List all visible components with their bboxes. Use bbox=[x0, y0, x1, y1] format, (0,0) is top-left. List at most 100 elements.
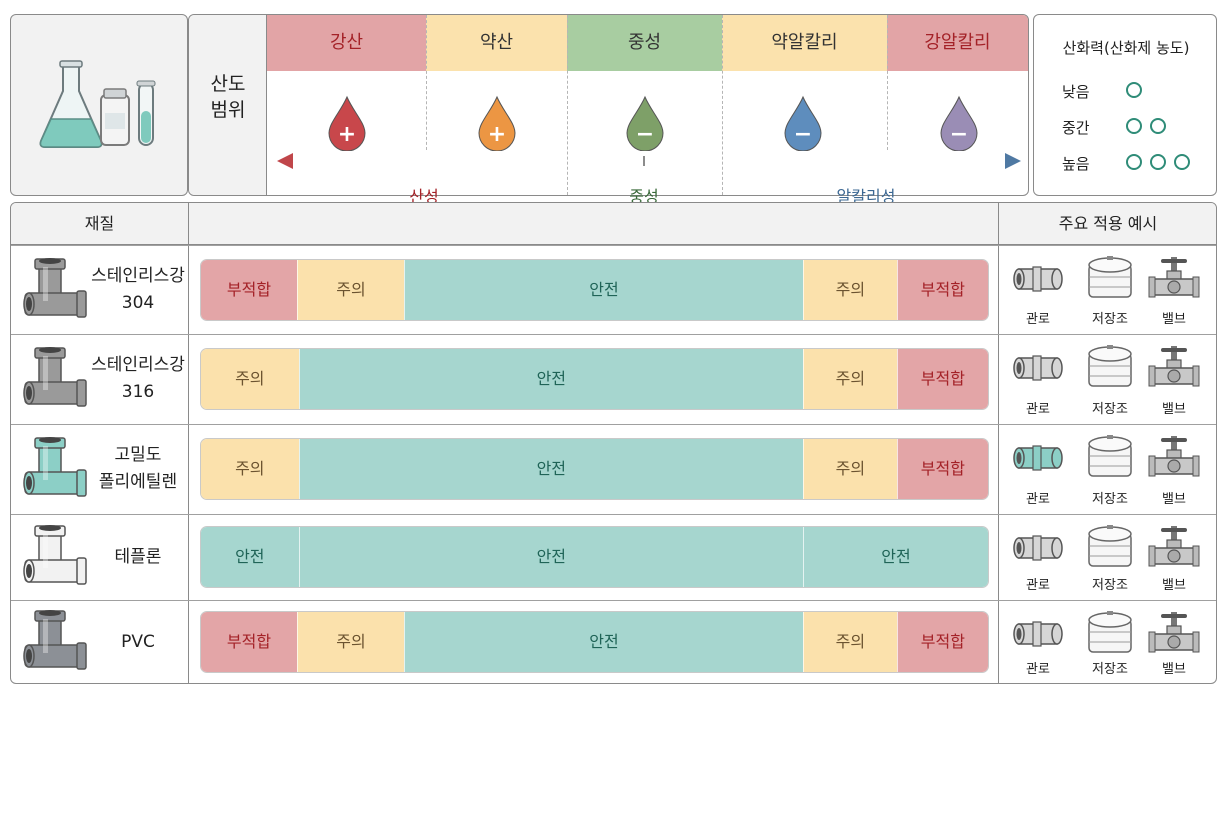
ox-level-circle bbox=[1150, 118, 1166, 134]
oxidizing-power-title: 산화력(산화제 농도) bbox=[1062, 39, 1190, 57]
scale-label-acid: 산성 bbox=[409, 187, 439, 206]
drop-sign: + bbox=[338, 122, 356, 147]
valve-icon bbox=[1148, 346, 1200, 387]
level-label: 강산 bbox=[329, 32, 364, 53]
storage-tank-icon bbox=[1088, 435, 1132, 477]
compatibility-segment-bad: 부적합 bbox=[896, 349, 988, 409]
application-label: 저장조 bbox=[1092, 402, 1128, 417]
application-icon-wrap bbox=[1011, 524, 1065, 574]
application-icon-wrap bbox=[1147, 434, 1201, 484]
col-header-ph-range bbox=[188, 203, 998, 245]
material-pipe-icon bbox=[21, 255, 91, 329]
scale-label-neutral: 중성 bbox=[629, 187, 659, 206]
valve-icon bbox=[1148, 257, 1200, 298]
ox-level-circle bbox=[1126, 118, 1142, 134]
storage-tank-icon bbox=[1088, 256, 1132, 298]
compatibility-segment-bad: 부적합 bbox=[896, 259, 988, 320]
storage-tank-icon bbox=[1088, 345, 1132, 387]
row-divider bbox=[11, 424, 1216, 425]
application-icon-wrap bbox=[1011, 344, 1065, 394]
material-pipe-icon bbox=[21, 434, 91, 508]
pipe-icon bbox=[1013, 445, 1063, 471]
application-label: 관로 bbox=[1026, 312, 1050, 327]
lab-glassware-panel bbox=[10, 14, 188, 196]
application-icon-wrap bbox=[1083, 434, 1137, 484]
material-name: 고밀도 폴리에틸렌 bbox=[98, 445, 178, 492]
pipe-icon bbox=[1013, 621, 1063, 647]
ph-compatibility-bar: 안전 안전 안전 bbox=[200, 526, 989, 588]
row-divider bbox=[11, 245, 1216, 246]
level-label: 약알칼리 bbox=[771, 32, 838, 53]
compatibility-segment-warn: 주의 bbox=[297, 259, 405, 320]
application-label: 관로 bbox=[1026, 578, 1050, 593]
application-icon-wrap bbox=[1083, 344, 1137, 394]
column-divider bbox=[998, 203, 999, 683]
acidity-range-label: 산도 범위 bbox=[210, 73, 246, 121]
application-icon-wrap bbox=[1083, 255, 1137, 305]
application-label: 밸브 bbox=[1162, 578, 1186, 593]
material-pipe-icon bbox=[21, 522, 91, 596]
level-header-strong-alkali: 강알칼리 bbox=[887, 15, 1028, 71]
compatibility-segment-warn: 주의 bbox=[803, 349, 897, 409]
application-icon-wrap bbox=[1011, 610, 1065, 660]
compatibility-segment-safe: 안전 bbox=[298, 439, 804, 499]
drop-sign: + bbox=[488, 122, 506, 147]
pipe-icon bbox=[1013, 355, 1063, 381]
compatibility-segment-safe: 안전 bbox=[404, 612, 804, 672]
ph-compatibility-bar: 주의 안전 주의 부적합 bbox=[200, 438, 989, 500]
application-label: 저장조 bbox=[1092, 578, 1128, 593]
row-divider bbox=[11, 334, 1216, 335]
oxidizing-power-legend: 산화력(산화제 농도) 낮음 중간 높음 bbox=[1033, 14, 1217, 196]
ph-compatibility-bar: 주의 안전 주의 부적합 bbox=[200, 348, 989, 410]
acid-drop-icon: + bbox=[328, 95, 366, 151]
application-label: 관로 bbox=[1026, 492, 1050, 507]
pipe-tee-icon bbox=[23, 525, 87, 585]
acidity-range-panel: 산도 범위 강산 약산 중성 약알칼리 강알칼리 + + − − − bbox=[188, 14, 1029, 206]
compatibility-segment-warn: 주의 bbox=[803, 259, 897, 320]
compatibility-segment-warn: 주의 bbox=[201, 349, 299, 409]
compatibility-segment-warn: 주의 bbox=[297, 612, 405, 672]
material-name: 테플론 bbox=[114, 546, 162, 567]
compatibility-segment-bad: 부적합 bbox=[201, 612, 297, 672]
acidity-range-label-cell: 산도 범위 bbox=[189, 15, 267, 195]
ph-compatibility-bar: 부적합 주의 안전 주의 부적합 bbox=[200, 258, 989, 321]
ph-compatibility-bar: 부적합 주의 안전 주의 부적합 bbox=[200, 611, 989, 673]
level-divider bbox=[567, 15, 568, 195]
lab-glassware-icon bbox=[39, 60, 156, 148]
application-icon-wrap bbox=[1147, 344, 1201, 394]
pipe-icon bbox=[1013, 535, 1063, 561]
drop-sign: − bbox=[950, 122, 968, 147]
drop-sign: − bbox=[794, 122, 812, 147]
compatibility-segment-bad: 부적합 bbox=[896, 612, 988, 672]
material-name: PVC bbox=[121, 631, 155, 652]
compatibility-segment-safe: 안전 bbox=[201, 527, 299, 587]
compatibility-segment-warn: 주의 bbox=[803, 612, 897, 672]
application-label: 밸브 bbox=[1162, 312, 1186, 327]
compatibility-segment-safe: 안전 bbox=[298, 527, 804, 587]
drop-sign: − bbox=[636, 122, 654, 147]
ph-scale-arrow bbox=[277, 153, 1021, 169]
application-icon-wrap bbox=[1147, 524, 1201, 574]
strong-alkali-drop-icon: − bbox=[940, 95, 978, 151]
material-compatibility-table: 재질 주요 적용 예시 스테인리스강 304 부적합 주의 안전 주의 부적합 관로 저장조 밸… bbox=[10, 202, 1217, 684]
ox-level-circle bbox=[1150, 154, 1166, 170]
application-icon-wrap bbox=[1011, 434, 1065, 484]
pipe-tee-icon bbox=[23, 610, 87, 670]
application-label: 저장조 bbox=[1092, 492, 1128, 507]
col-header-applications: 주요 적용 예시 bbox=[998, 203, 1216, 245]
level-divider bbox=[426, 15, 427, 150]
application-label: 밸브 bbox=[1162, 492, 1186, 507]
level-divider bbox=[887, 15, 888, 150]
scale-label-alkaline: 알칼리성 bbox=[836, 187, 896, 206]
application-icon-wrap bbox=[1147, 610, 1201, 660]
application-label: 저장조 bbox=[1092, 312, 1128, 327]
application-icon-wrap bbox=[1011, 255, 1065, 305]
weak-acid-drop-icon: + bbox=[478, 95, 516, 151]
valve-icon bbox=[1148, 436, 1200, 477]
application-label: 저장조 bbox=[1092, 662, 1128, 677]
level-header-weak-alkali: 약알칼리 bbox=[722, 15, 887, 71]
storage-tank-icon bbox=[1088, 525, 1132, 567]
pipe-tee-icon bbox=[23, 347, 87, 407]
level-label: 중성 bbox=[627, 32, 662, 53]
ox-level-circle bbox=[1126, 154, 1142, 170]
